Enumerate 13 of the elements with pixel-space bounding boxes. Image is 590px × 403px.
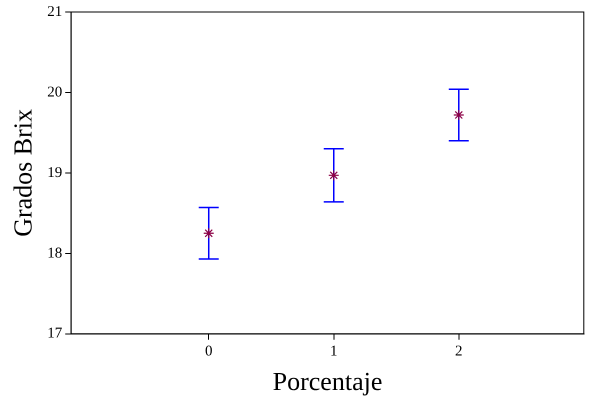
y-tick-label: 20	[47, 84, 62, 100]
x-tick-label: 2	[455, 344, 463, 360]
x-tick-label: 0	[204, 344, 212, 360]
y-axis-title: Grados Brix	[8, 108, 38, 237]
x-tick-label: 1	[330, 344, 338, 360]
y-tick-label: 21	[47, 4, 62, 20]
y-tick-label: 18	[47, 245, 62, 262]
y-tick-label: 17	[47, 326, 63, 342]
y-tick-label: 19	[47, 164, 62, 181]
point	[203, 228, 214, 239]
point	[453, 109, 464, 121]
x-axis-title: Porcentaje	[272, 367, 382, 396]
point	[328, 170, 340, 181]
